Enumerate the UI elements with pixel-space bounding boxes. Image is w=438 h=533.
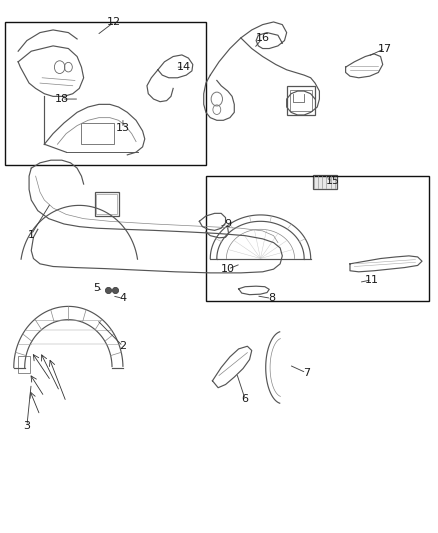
Text: 13: 13 xyxy=(116,123,130,133)
Text: 7: 7 xyxy=(303,368,310,378)
Text: 5: 5 xyxy=(93,283,100,293)
Text: 1: 1 xyxy=(28,230,35,240)
Text: 12: 12 xyxy=(107,17,121,27)
Text: 18: 18 xyxy=(55,94,69,104)
Text: 8: 8 xyxy=(268,293,275,303)
Bar xyxy=(5,22,206,165)
Bar xyxy=(313,174,337,189)
Bar xyxy=(95,192,119,216)
Text: 15: 15 xyxy=(325,176,339,187)
Text: 9: 9 xyxy=(224,219,231,229)
Text: 14: 14 xyxy=(177,62,191,72)
Bar xyxy=(287,86,315,115)
Text: 4: 4 xyxy=(120,293,127,303)
Text: 3: 3 xyxy=(23,421,30,431)
Text: 2: 2 xyxy=(120,341,127,351)
Text: 16: 16 xyxy=(256,33,270,43)
Bar xyxy=(96,193,117,214)
Bar xyxy=(81,123,114,144)
Bar xyxy=(290,90,311,111)
Text: 11: 11 xyxy=(365,275,379,285)
Text: 17: 17 xyxy=(378,44,392,53)
Bar xyxy=(18,356,30,373)
Text: 6: 6 xyxy=(242,394,249,405)
Text: 10: 10 xyxy=(221,264,235,274)
Bar xyxy=(206,176,428,301)
